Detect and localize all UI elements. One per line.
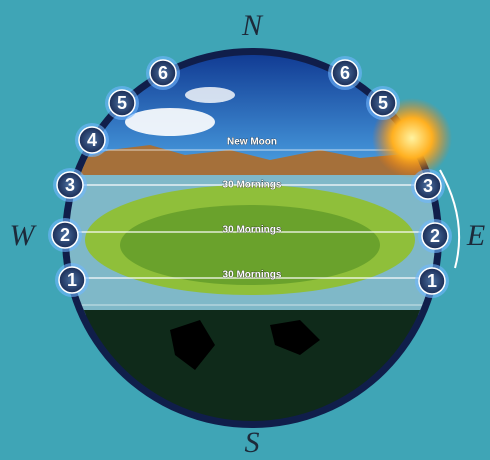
gate: 4 xyxy=(75,123,109,157)
compass-label: N xyxy=(241,9,264,42)
gate-circle xyxy=(108,89,136,117)
gate-number: 1 xyxy=(427,271,437,291)
gate: 2 xyxy=(48,218,82,252)
gate: 6 xyxy=(146,56,180,90)
gate-number: 3 xyxy=(65,175,75,195)
sun xyxy=(372,98,452,178)
compass-label: E xyxy=(466,219,485,252)
gate-circle xyxy=(149,59,177,87)
compass-label: W xyxy=(10,219,38,252)
gate: 1 xyxy=(415,264,449,298)
gate: 2 xyxy=(418,219,452,253)
gate-circle xyxy=(56,171,84,199)
gate: 5 xyxy=(105,86,139,120)
gate-number: 1 xyxy=(67,270,77,290)
gate-circle xyxy=(414,172,442,200)
gate: 3 xyxy=(53,168,87,202)
sun-path xyxy=(439,169,461,269)
gate-circle xyxy=(331,59,359,87)
gate-circle xyxy=(58,266,86,294)
gate-circle xyxy=(418,267,446,295)
band-label: 30 Mornings xyxy=(223,270,282,281)
gate-circle xyxy=(421,222,449,250)
gate-number: 4 xyxy=(87,130,97,150)
gate: 3 xyxy=(411,169,445,203)
gate: 6 xyxy=(328,56,362,90)
band-label: New Moon xyxy=(227,137,277,148)
band-label: 30 Mornings xyxy=(223,180,282,191)
band-label: 30 Mornings xyxy=(223,225,282,236)
gate-circle xyxy=(51,221,79,249)
gate-number: 5 xyxy=(378,93,388,113)
gate-number: 6 xyxy=(340,63,350,83)
gate: 5 xyxy=(366,86,400,120)
gate-number: 6 xyxy=(158,63,168,83)
compass-label: S xyxy=(245,426,260,459)
gate-circle xyxy=(369,89,397,117)
gate-number: 2 xyxy=(60,225,70,245)
gate-circle xyxy=(78,126,106,154)
gate-number: 3 xyxy=(423,176,433,196)
gate-number: 5 xyxy=(117,93,127,113)
gate-number: 2 xyxy=(430,226,440,246)
gate: 1 xyxy=(55,263,89,297)
